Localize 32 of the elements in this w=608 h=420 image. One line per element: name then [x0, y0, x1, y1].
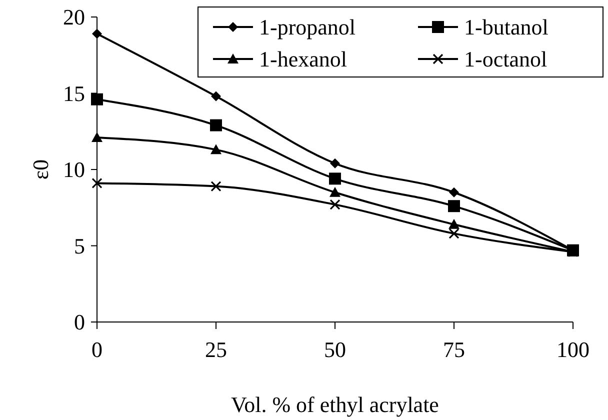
legend-label: 1-propanol [259, 14, 356, 40]
legend-label: 1-octanol [464, 46, 548, 72]
point [329, 172, 341, 185]
point [448, 218, 460, 229]
point [91, 93, 103, 106]
y-tick-label: 20 [63, 4, 85, 30]
x-tick-label: 50 [324, 337, 346, 362]
point [210, 180, 222, 192]
x-tick-label: 75 [443, 337, 465, 362]
point [92, 132, 102, 142]
point [330, 199, 340, 210]
x-tick-label: 100 [556, 337, 590, 362]
point [449, 187, 459, 198]
y-tick-label: 0 [74, 310, 85, 335]
x-tick-label: 0 [92, 337, 102, 362]
x-axis-title: Vol. % of ethyl acrylate [231, 392, 439, 417]
point [211, 91, 221, 102]
point [210, 144, 222, 154]
y-axis-title: ε0 [28, 159, 53, 180]
point [92, 28, 102, 39]
point [330, 186, 340, 197]
point [210, 119, 222, 132]
point [448, 228, 460, 239]
y-tick-label: 15 [63, 80, 85, 106]
point [330, 158, 340, 168]
x-tick-label: 25 [205, 337, 227, 362]
y-tick-label: 5 [74, 233, 85, 258]
legend-label: 1-butanol [464, 14, 548, 40]
y-tick-label: 10 [63, 157, 85, 182]
point [92, 178, 102, 189]
legend-label: 1-hexanol [259, 46, 347, 72]
point [448, 200, 460, 212]
